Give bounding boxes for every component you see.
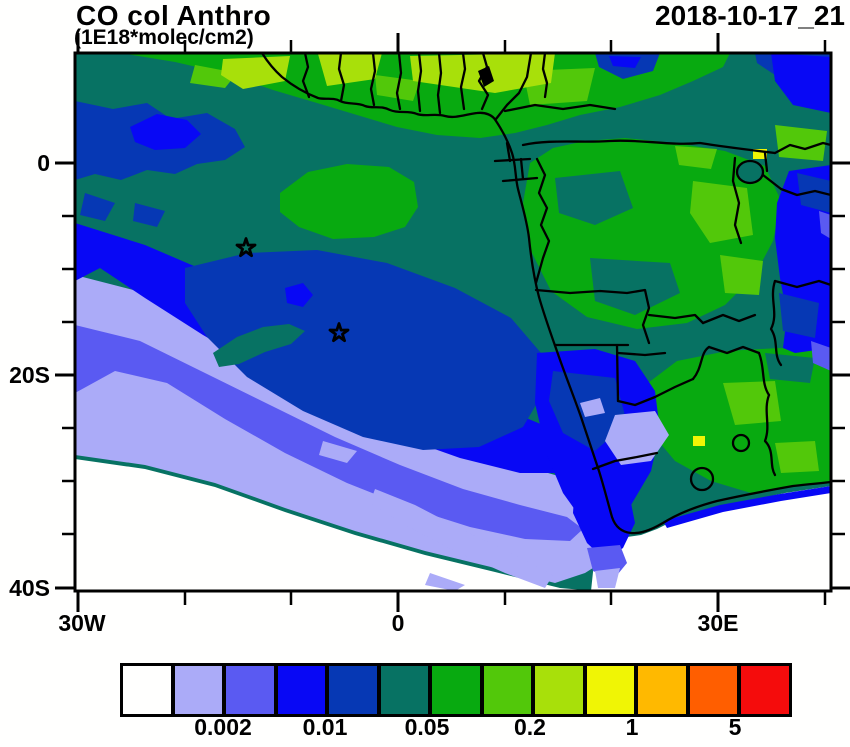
page-title: CO col Anthro (76, 0, 272, 31)
colorbar-cell (380, 666, 433, 714)
colorbar (120, 663, 792, 717)
colorbar-cell (123, 666, 175, 714)
map-fill-layers (75, 53, 831, 591)
colorbar-cell (174, 666, 227, 714)
border-knot (478, 66, 494, 87)
swaziland-border (731, 433, 751, 453)
colorbar-label-02: 0.2 (514, 714, 546, 740)
colorbar-cell (329, 666, 381, 714)
colorbar-cell (432, 666, 484, 714)
colorbar-cell (277, 666, 330, 714)
southern-ocean-white-layer (75, 459, 831, 591)
colorbar-label-1: 1 (625, 714, 639, 740)
colorbar-cell (586, 666, 639, 714)
y-axis-label-20s: 20S (9, 362, 50, 388)
station-markers (235, 237, 350, 343)
colorbar-cell (689, 666, 742, 714)
colorbar-cell (638, 666, 690, 714)
colorbar-cell (741, 666, 789, 714)
colorbar-label-0002: 0.002 (194, 714, 252, 740)
coastline (260, 53, 831, 535)
highveld-hotspot (693, 436, 705, 446)
colorbar-label-005: 0.05 (404, 714, 450, 740)
units-label: (1E18*molec/cm2) (74, 26, 254, 49)
colorbar-cell (535, 666, 587, 714)
colorbar-label-001: 0.01 (302, 714, 348, 740)
y-axis-label-0: 0 (37, 150, 50, 176)
x-axis-label-0: 0 (391, 610, 405, 636)
star-marker-2 (328, 322, 350, 343)
northwest-plume-layer (75, 101, 245, 227)
colorbar-cell (483, 666, 536, 714)
colorbar-cell (226, 666, 278, 714)
timestamp-label: 2018-10-17_21 (655, 0, 845, 31)
y-axis-label-40s: 40S (9, 575, 50, 601)
map-canvas (55, 33, 850, 612)
star-marker-1 (235, 237, 257, 258)
lake-victoria (735, 159, 765, 185)
x-axis-label-30e: 30E (697, 610, 739, 636)
colorbar-label-5: 5 (728, 714, 742, 740)
x-axis-label-30w: 30W (58, 610, 106, 636)
lesotho-border (689, 466, 715, 492)
axis-ticks (55, 33, 850, 612)
south-atlantic-gradient-layer (75, 223, 627, 583)
east-edge-blue-layer (595, 53, 831, 371)
coastline-borders-layer (260, 53, 831, 535)
lake-victoria-hotspot (753, 149, 767, 159)
